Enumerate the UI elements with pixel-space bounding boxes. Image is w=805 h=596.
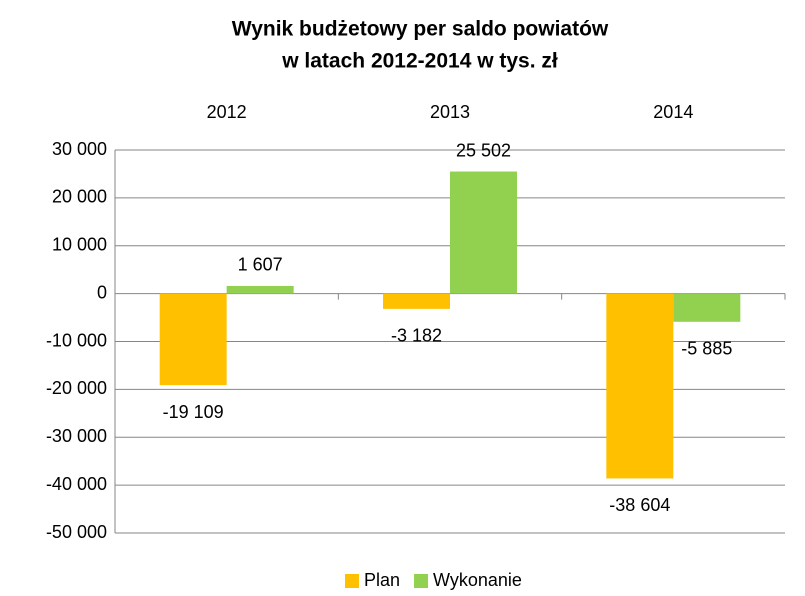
chart-title: w latach 2012-2014 w tys. zł <box>281 50 558 73</box>
y-tick-label: -20 000 <box>46 378 107 398</box>
y-tick-label: 0 <box>97 282 107 302</box>
legend-swatch <box>345 574 359 588</box>
bar <box>606 293 674 479</box>
bar <box>159 293 227 386</box>
legend-label: Plan <box>364 570 400 590</box>
bar <box>450 171 517 294</box>
y-tick-label: -30 000 <box>46 426 107 446</box>
legend-swatch <box>414 574 429 588</box>
y-tick-label: 20 000 <box>52 187 107 207</box>
data-label: 25 502 <box>456 140 511 160</box>
y-tick-label: 30 000 <box>52 139 107 159</box>
y-tick-label: -50 000 <box>46 522 107 542</box>
bar <box>226 285 294 294</box>
y-tick-label: -10 000 <box>46 330 107 350</box>
data-label: -19 109 <box>163 402 224 422</box>
y-tick-label: 10 000 <box>52 235 107 255</box>
bar <box>383 293 450 309</box>
data-label: -3 182 <box>391 326 442 346</box>
y-tick-label: -40 000 <box>46 474 107 494</box>
x-category-label: 2014 <box>653 102 693 122</box>
data-label: -38 604 <box>609 495 670 515</box>
legend-label: Wykonanie <box>433 570 522 590</box>
data-label: -5 885 <box>681 339 732 359</box>
data-label: 1 607 <box>238 255 283 275</box>
x-category-label: 2013 <box>430 102 470 122</box>
bar <box>673 293 741 322</box>
x-category-label: 2012 <box>207 102 247 122</box>
chart-title: Wynik budżetowy per saldo powiatów <box>232 18 609 41</box>
